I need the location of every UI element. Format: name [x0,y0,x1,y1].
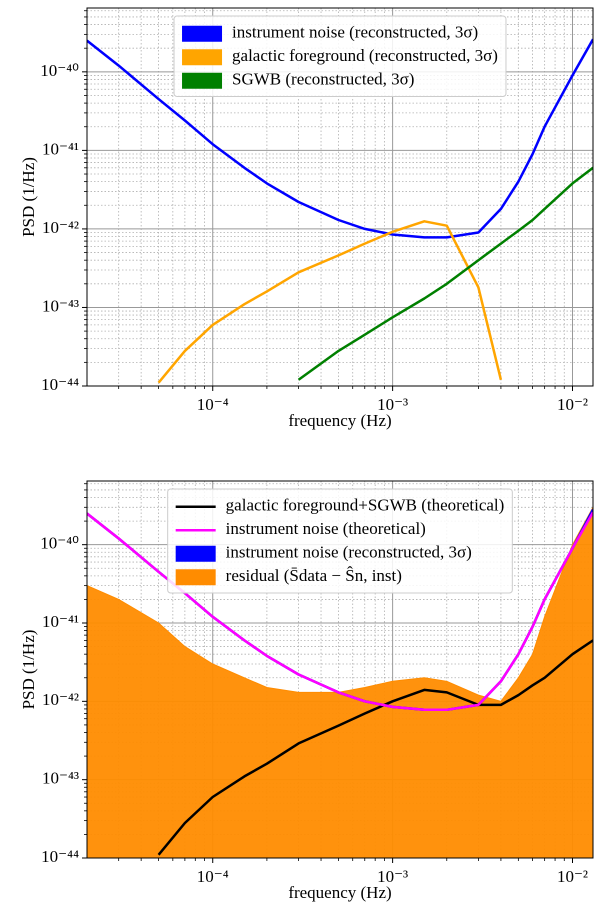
plot-frame [86,480,594,859]
y-tick-label: 10⁻⁴² [42,218,79,237]
residual-area [87,507,593,858]
line [87,511,593,712]
plot-area [87,38,593,384]
panel: 10⁻⁴ 10⁻³ 10⁻² 10⁻⁴⁴ 10⁻⁴³ 10⁻⁴² 10⁻⁴¹ 10⁻⁴⁰ fre… [19,480,594,902]
y-tick-label: 10⁻⁴¹ [42,139,79,158]
band [297,166,593,381]
legend-swatch [182,25,223,42]
y-tick-label: 10⁻⁴³ [42,296,79,315]
band [87,38,593,239]
x-tick-label: 10⁻² [557,395,588,414]
y-tick-label: 10⁻⁴³ [42,769,79,788]
legend-label: instrument noise (theoretical) [226,519,426,538]
legend-label: galactic foreground (reconstructed, 3σ) [232,46,498,65]
x-tick-label: 10⁻² [557,867,588,886]
y-tick-label: 10⁻⁴⁴ [41,375,79,394]
y-tick-label: 10⁻⁴² [42,690,79,709]
legend-box [173,15,507,97]
plot-area [87,507,593,858]
legend: galactic foreground+SGWB (theoretical) in… [167,488,513,594]
y-axis-label: PSD (1/Hz) [19,157,38,237]
legend-label: SGWB (reconstructed, 3σ) [232,70,414,89]
legend: instrument noise (reconstructed, 3σ) gala… [173,15,507,97]
y-tick-label: 10⁻⁴⁰ [40,534,79,553]
x-tick-label: 10⁻⁴ [197,867,229,886]
legend-label: residual (S̄data − Ŝn, inst) [226,566,402,585]
line [157,639,593,856]
y-tick-label: 10⁻⁴⁰ [40,61,79,80]
legend-swatch [182,72,223,89]
y-axis-label: PSD (1/Hz) [19,630,38,710]
legend-label: instrument noise (reconstructed, 3σ) [226,543,472,562]
x-axis-label: frequency (Hz) [288,411,391,430]
band [157,220,503,384]
legend-label: instrument noise (reconstructed, 3σ) [232,23,478,42]
panel: 10⁻⁴ 10⁻³ 10⁻² 10⁻⁴⁴ 10⁻⁴³ 10⁻⁴² 10⁻⁴¹ 10⁻⁴⁰ fre… [19,7,594,430]
plot-frame [86,7,594,387]
legend-box [167,488,513,594]
x-tick-label: 10⁻⁴ [197,395,229,414]
x-tick-label: 10⁻³ [377,395,408,414]
legend-swatch [175,569,216,586]
x-axis-label: frequency (Hz) [288,883,391,902]
y-tick-label: 10⁻⁴¹ [42,612,79,631]
legend-swatch [182,49,223,66]
x-tick-label: 10⁻³ [377,867,408,886]
legend-label: galactic foreground+SGWB (theoretical) [226,496,505,515]
legend-swatch [175,545,216,562]
y-tick-label: 10⁻⁴⁴ [41,847,79,866]
